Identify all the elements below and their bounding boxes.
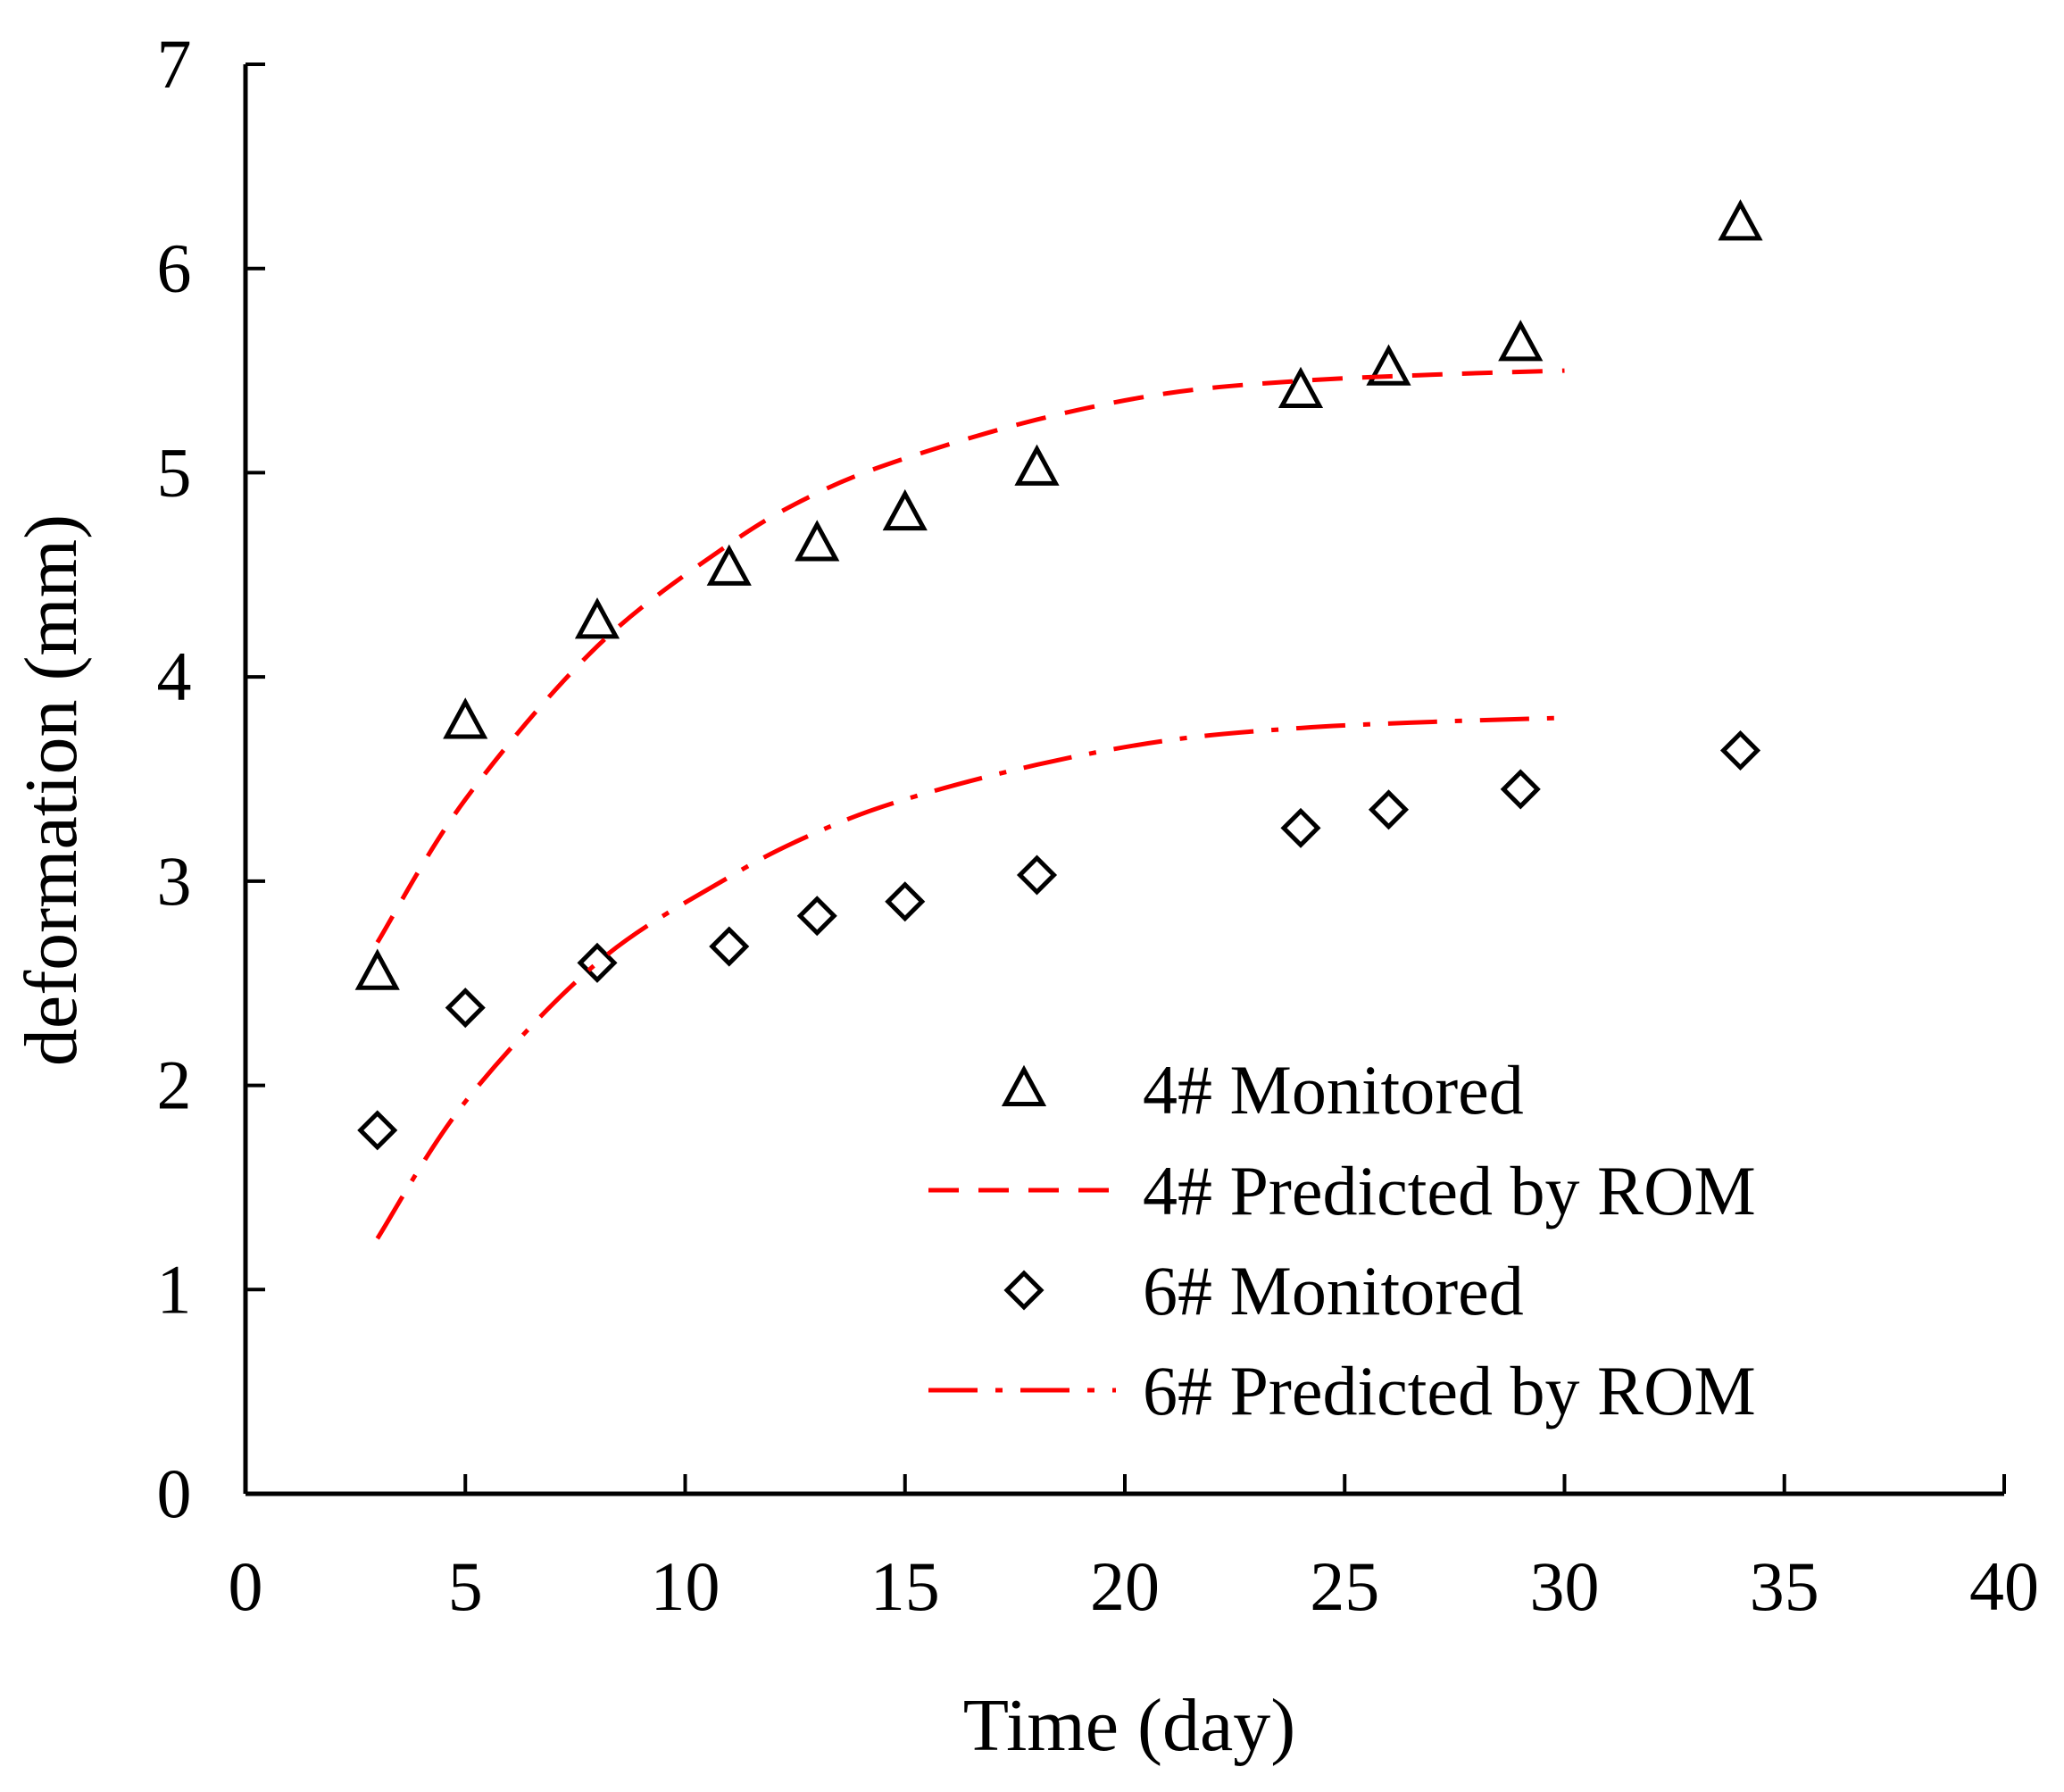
diamond-marker xyxy=(1016,854,1058,896)
y-tick-label: 5 xyxy=(157,433,192,511)
x-axis-title: Time (day) xyxy=(963,1684,1296,1767)
triangle-marker xyxy=(443,697,488,739)
legend-marker xyxy=(1003,1270,1044,1311)
y-tick-label: 1 xyxy=(157,1250,192,1328)
triangle-marker xyxy=(706,544,752,586)
triangle-marker xyxy=(795,520,840,562)
diamond-marker xyxy=(1280,807,1321,848)
axes: 0 5 10 15 20 25 30 35 40 0 1 2 3 4 5 6 7 xyxy=(157,25,2040,1625)
triangle-marker xyxy=(1014,444,1060,486)
x-tick-label: 40 xyxy=(1969,1547,2039,1625)
triangle-marker xyxy=(574,597,620,639)
diamond-marker xyxy=(1719,729,1761,771)
diamond-marker xyxy=(796,896,837,937)
legend-label: 4# Monitored xyxy=(1143,1051,1524,1129)
legend-item: 4# Monitored xyxy=(1001,1051,1524,1129)
y-tick-label: 0 xyxy=(157,1454,192,1532)
legend-item: 6# Predicted by ROM xyxy=(928,1352,1756,1429)
x-tick-label: 35 xyxy=(1750,1547,1819,1625)
legend-marker xyxy=(1001,1064,1047,1106)
triangle-marker xyxy=(1718,199,1763,241)
legend: 4# Monitored 4# Predicted by ROM 6# Monito… xyxy=(928,1051,1756,1429)
y-tick-label: 7 xyxy=(157,25,192,103)
legend-label: 4# Predicted by ROM xyxy=(1143,1152,1756,1229)
series-1 xyxy=(354,199,1763,990)
series-line xyxy=(375,368,1565,944)
y-axis-title: deformation (mm) xyxy=(10,514,93,1066)
x-tick-label: 10 xyxy=(651,1547,720,1625)
triangle-marker xyxy=(354,948,400,990)
diamond-marker xyxy=(1368,789,1410,830)
series-3 xyxy=(357,729,1761,1151)
x-tick-label: 30 xyxy=(1530,1547,1600,1625)
legend-item: 6# Monitored xyxy=(1003,1252,1524,1329)
y-tick-label: 6 xyxy=(157,229,192,307)
diamond-marker xyxy=(445,988,486,1029)
diamond-marker xyxy=(357,1110,398,1151)
diamond-marker xyxy=(577,942,618,983)
diamond-marker xyxy=(885,881,926,922)
triangle-marker xyxy=(1278,366,1324,408)
diamond-marker xyxy=(709,926,750,967)
y-tick-label: 4 xyxy=(157,638,192,715)
legend-label: 6# Monitored xyxy=(1143,1252,1524,1329)
x-tick-label: 20 xyxy=(1090,1547,1160,1625)
series-line xyxy=(375,715,1565,1240)
series-2 xyxy=(375,368,1565,944)
legend-label: 6# Predicted by ROM xyxy=(1143,1352,1756,1429)
series-4 xyxy=(375,715,1565,1240)
triangle-marker xyxy=(1366,344,1411,386)
triangle-marker xyxy=(1498,320,1544,362)
plot-area xyxy=(354,199,1763,1240)
x-tick-label: 15 xyxy=(870,1547,940,1625)
legend-item: 4# Predicted by ROM xyxy=(928,1152,1756,1229)
x-tick-label: 0 xyxy=(229,1547,263,1625)
y-tick-label: 2 xyxy=(157,1046,192,1124)
y-tick-label: 3 xyxy=(157,842,192,920)
x-tick-label: 5 xyxy=(448,1547,483,1625)
x-tick-label: 25 xyxy=(1310,1547,1379,1625)
diamond-marker xyxy=(1500,769,1541,810)
triangle-marker xyxy=(882,488,928,531)
